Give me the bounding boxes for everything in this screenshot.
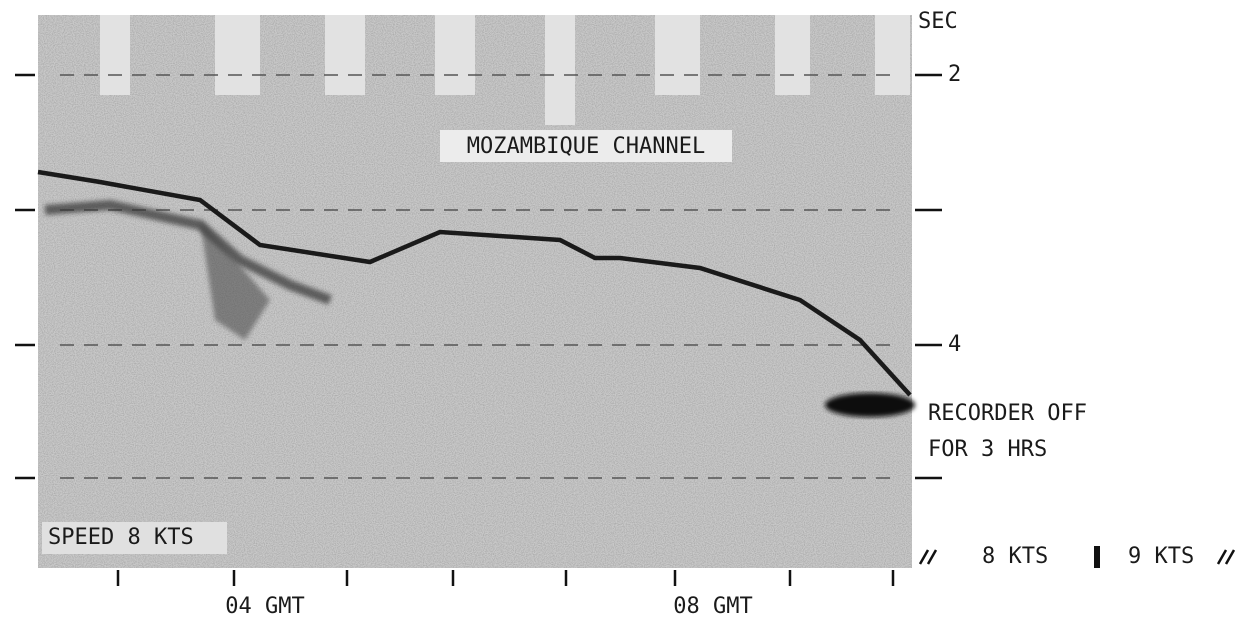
seafloor-reflector <box>37 169 912 397</box>
title: MOZAMBIQUE CHANNEL <box>467 134 705 159</box>
station-label <box>655 15 700 95</box>
slump-echo <box>200 220 270 340</box>
axis-unit: SEC <box>918 9 958 34</box>
break-mark <box>918 549 938 565</box>
bottom-echo-blob <box>825 393 915 417</box>
axis-label: 2 <box>948 62 961 87</box>
record-noise <box>38 15 912 568</box>
left-ticks <box>15 73 35 480</box>
station-label <box>435 15 475 95</box>
station-label <box>325 15 365 95</box>
station-label <box>875 15 910 95</box>
sub-bottom-echo <box>44 199 332 305</box>
recorder-note: RECORDER OFF <box>928 401 1087 426</box>
speed-note: SPEED 8 KTS <box>48 525 194 550</box>
speed-label: 8 KTS <box>982 544 1048 569</box>
title-box <box>440 130 732 162</box>
axis-label: 4 <box>948 332 961 357</box>
time-axis: 04 GMT 08 GMT <box>116 570 895 619</box>
station-label <box>545 15 575 125</box>
recorder-note: FOR 3 HRS <box>928 437 1047 462</box>
station-label <box>775 15 810 95</box>
record: MOZAMBIQUE CHANNEL SPEED 8 KTS <box>37 15 915 568</box>
time-label: 08 GMT <box>673 594 752 619</box>
time-label: 04 GMT <box>225 594 304 619</box>
station-label <box>100 15 130 95</box>
speed-change-mark <box>1094 546 1100 568</box>
speed-scale: 8 KTS 9 KTS <box>918 544 1236 569</box>
station-label <box>215 15 260 95</box>
speed-box <box>42 522 227 554</box>
break-mark <box>1216 549 1236 565</box>
right-axis: SEC 2 4 RECORDER OFF FOR 3 HRS <box>915 9 1087 480</box>
speed-label: 9 KTS <box>1128 544 1194 569</box>
